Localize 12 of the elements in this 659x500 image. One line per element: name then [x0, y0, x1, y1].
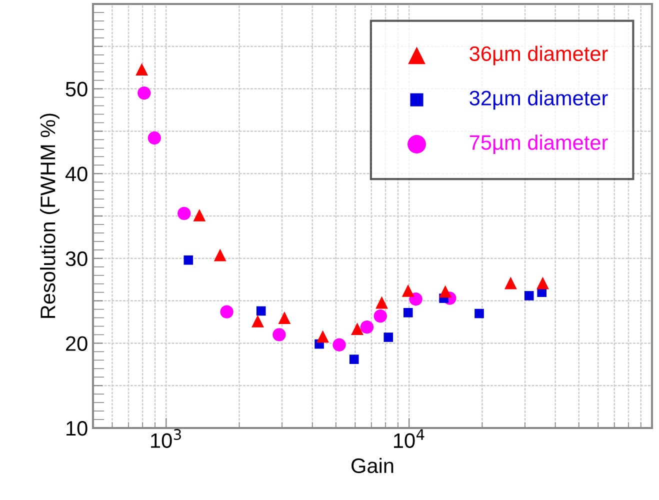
legend-label: 36µm diameter — [470, 46, 608, 66]
legend-label: 75µm diameter — [470, 134, 608, 154]
y-tick-label: 50 — [66, 82, 88, 97]
x-tick-label: 10$^{3}$ — [151, 429, 181, 448]
x-axis-title: Gain — [352, 458, 394, 474]
y-tick-label: 30 — [66, 251, 88, 266]
y-axis-title: Resolution (FWHM %) — [40, 114, 60, 318]
x-tick-label: 10$^{4}$ — [394, 429, 424, 448]
y-tick-label: 20 — [66, 336, 88, 351]
y-tick-label: 40 — [65, 166, 88, 182]
legend-label: 32µm diameter — [470, 90, 608, 110]
y-tick-label: 10 — [66, 421, 88, 436]
